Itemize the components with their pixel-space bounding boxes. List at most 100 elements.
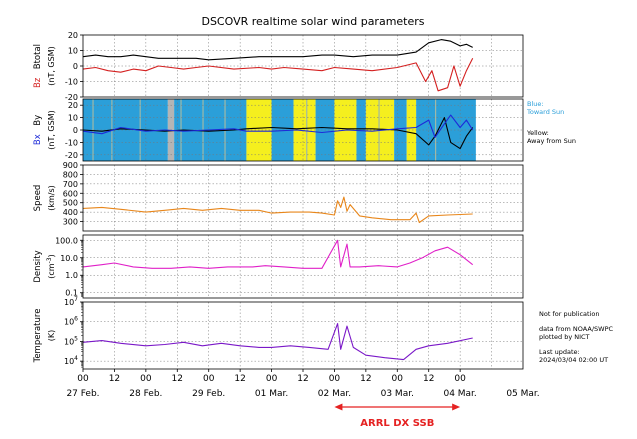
y-label-spacer xyxy=(33,126,43,135)
panel-frame-speed xyxy=(82,164,524,232)
series-speed-speed xyxy=(82,196,473,224)
y-main-text: Temperature xyxy=(33,309,43,364)
y-main-text: Speed xyxy=(33,185,43,212)
y-main-label-bx_by: Bx By xyxy=(33,115,43,145)
chart-title: DSCOVR realtime solar wind parameters xyxy=(201,15,424,28)
y-tick-label-bz-0: 20 xyxy=(68,31,78,40)
x-date-label-0: 27 Feb. xyxy=(66,389,99,399)
y-unit-text: (nT, GSM) xyxy=(47,110,56,149)
x-hour-label-12: 00 xyxy=(454,374,466,384)
x-hour-label-7: 12 xyxy=(297,374,308,384)
y-tick-label-bx_by-1: 10 xyxy=(68,114,78,123)
y-tick-label-bx_by-3: -10 xyxy=(65,138,78,147)
y-unit-close: ) xyxy=(47,254,56,257)
y-colored-label: Bx xyxy=(33,134,43,145)
y-unit-text: (K) xyxy=(47,330,56,342)
x-hour-label-8: 00 xyxy=(329,374,341,384)
y-colored-label: Bz xyxy=(33,77,43,88)
y-main-label-temperature: Temperature xyxy=(33,309,43,364)
x-date-label-7: 05 Mar. xyxy=(506,389,539,399)
legend-blue-desc: Toward Sun xyxy=(526,108,564,116)
data-source-note: data from NOAA/SWPC xyxy=(539,325,614,333)
y-tick-label-speed-5: 400 xyxy=(63,208,78,217)
y-tick-base: 10 xyxy=(64,337,74,346)
y-tick-label-speed-2: 700 xyxy=(63,180,78,189)
y-tick-label-temperature-3: 104 xyxy=(64,355,78,366)
contest-annotation: ARRL DX SSB xyxy=(334,403,461,429)
y-tick-label-bx_by-0: 20 xyxy=(68,101,78,110)
legend-yellow-desc: Away from Sun xyxy=(527,137,576,145)
x-date-label-6: 04 Mar. xyxy=(443,389,476,399)
y-unit-label-bx_by: (nT, GSM) xyxy=(47,110,56,149)
sector-stripe-6 xyxy=(306,99,308,161)
sector-band-8 xyxy=(356,99,366,161)
y-tick-exponent: 5 xyxy=(74,335,78,342)
last-update-value: 2024/03/04 02:00 UT xyxy=(539,356,608,364)
x-hour-label-2: 00 xyxy=(140,374,152,384)
y-main-text: Btotal xyxy=(33,44,43,69)
x-date-label-1: 28 Feb. xyxy=(129,389,162,399)
series-bz-bz xyxy=(82,58,474,92)
y-main-label-bz: Bz Btotal xyxy=(33,44,43,88)
annotation-arrowhead-left xyxy=(334,403,343,411)
sector-band-12 xyxy=(416,99,476,161)
x-hour-label-10: 00 xyxy=(392,374,404,384)
x-hour-label-3: 12 xyxy=(172,374,183,384)
y-tick-base: 10 xyxy=(64,357,74,366)
y-unit-exponent: -3 xyxy=(46,257,53,263)
y-tick-label-density-2: 1.0 xyxy=(65,271,78,280)
y-main-text: Density xyxy=(33,250,43,282)
y-label-spacer xyxy=(33,69,43,78)
series-bz-btotal xyxy=(82,39,473,61)
y-tick-label-bx_by-4: -20 xyxy=(65,151,78,160)
y-unit-label-density: (cm-3) xyxy=(46,254,56,278)
panels-group: 20 10 0 -10 -20 (nT, GSM) Bz Btotal 20 10 0 -10 -20… xyxy=(33,31,524,370)
panel-bx_by: 20 10 0 -10 -20 (nT, GSM) Bx By xyxy=(33,98,524,162)
y-tick-label-density-3: 0.1 xyxy=(65,289,78,298)
x-hour-label-11: 12 xyxy=(423,374,434,384)
y-tick-label-density-0: 100.0 xyxy=(55,236,78,245)
series-temperature-temperature xyxy=(82,323,473,361)
annotation-label: ARRL DX SSB xyxy=(360,418,434,429)
y-unit-label-speed: (km/s) xyxy=(47,185,56,211)
y-tick-exponent: 4 xyxy=(74,355,78,362)
sector-stripe-0 xyxy=(92,99,94,161)
y-tick-label-bz-4: -20 xyxy=(65,93,78,102)
y-tick-label-temperature-1: 106 xyxy=(64,316,78,327)
plotted-by-note: plotted by NICT xyxy=(539,333,590,341)
y-tick-base: 10 xyxy=(64,318,74,327)
series-density-density xyxy=(82,239,474,269)
panel-density: 100.010.01.00.1(cm-3)Density xyxy=(33,234,524,299)
y-main-label-density: Density xyxy=(33,250,43,282)
x-hour-label-5: 12 xyxy=(234,374,245,384)
panel-frame-bx_by xyxy=(82,98,524,162)
panel-frame-density xyxy=(82,234,524,299)
x-hour-label-6: 00 xyxy=(266,374,278,384)
y-unit-label-temperature: (K) xyxy=(47,330,56,342)
y-tick-label-bx_by-2: 0 xyxy=(73,126,78,135)
y-tick-label-bz-2: 0 xyxy=(73,62,78,71)
y-tick-label-speed-6: 300 xyxy=(63,218,78,227)
sector-band-11 xyxy=(406,99,417,161)
legend-yellow-title: Yellow: xyxy=(526,129,549,137)
y-tick-exponent: 7 xyxy=(74,296,78,303)
y-tick-exponent: 6 xyxy=(74,316,78,323)
y-unit-text: (km/s) xyxy=(47,185,56,211)
y-tick-label-bz-3: -10 xyxy=(65,78,78,87)
panel-frame-bz xyxy=(82,34,524,98)
panel-bz: 20 10 0 -10 -20 (nT, GSM) Bz Btotal xyxy=(33,31,524,102)
x-hour-label-0: 00 xyxy=(77,374,89,384)
y-tick-label-speed-0: 900 xyxy=(63,161,78,170)
last-update-label: Last update: xyxy=(539,348,580,356)
y-unit-label-bz: (nT, GSM) xyxy=(47,46,56,85)
y-tick-label-temperature-2: 105 xyxy=(64,335,78,346)
y-unit-text: (nT, GSM) xyxy=(47,46,56,85)
x-axis: 00 12 00 12 00 12 00 12 00 12 00 12 00 27 Feb. 28 Feb.… xyxy=(66,369,540,399)
sector-stripe-8 xyxy=(435,99,437,161)
y-tick-label-temperature-0: 107 xyxy=(64,296,78,307)
x-hour-label-9: 12 xyxy=(360,374,371,384)
x-date-label-5: 03 Mar. xyxy=(381,389,414,399)
